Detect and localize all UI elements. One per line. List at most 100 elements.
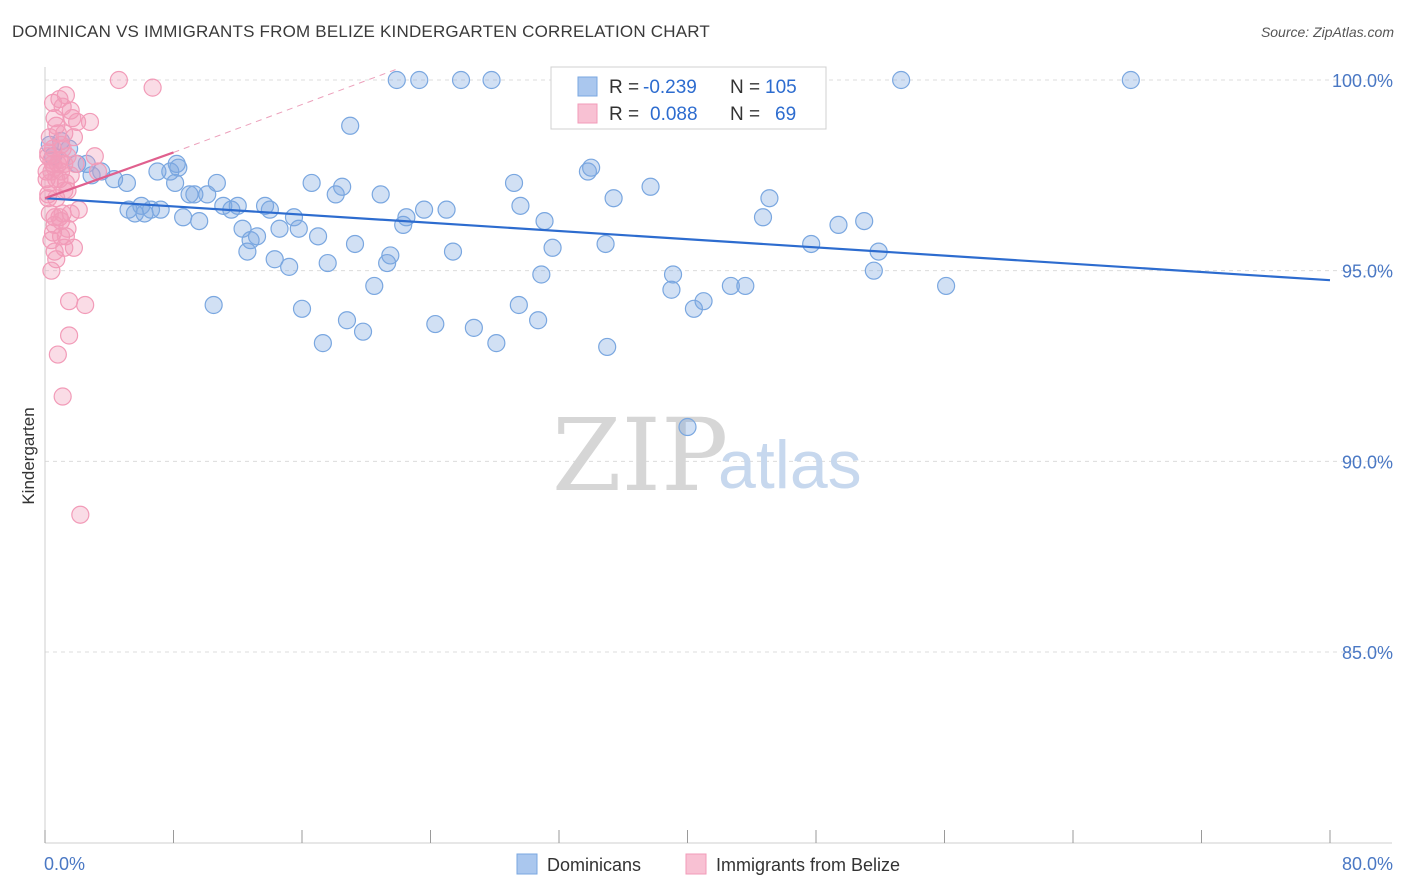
dominicans-point (270, 219, 289, 238)
dominicans-point (289, 219, 308, 238)
belize-points (37, 70, 162, 524)
belize-point (42, 150, 61, 170)
dominicans-point (487, 334, 506, 353)
belize-point (45, 215, 64, 235)
legend-r-label-1: R = (609, 77, 639, 98)
dominicans-point (381, 246, 400, 265)
dominicans-point (511, 196, 530, 215)
dominicans-point (855, 211, 874, 231)
source-credit: Source: ZipAtlas.com (1260, 24, 1394, 40)
series-legend: Dominicans Immigrants from Belize (516, 853, 900, 875)
dominicans-point (829, 215, 848, 235)
dominicans-point (684, 299, 704, 318)
dominicans-point (760, 189, 779, 208)
belize-point (68, 112, 87, 132)
dominicans-point (365, 276, 384, 296)
legend-n-value-2: 69 (775, 104, 796, 125)
dominicans-point (596, 234, 615, 254)
belize-point (71, 505, 90, 524)
y-tick-labels: 100.0% 95.0% 90.0% 85.0% (1332, 71, 1393, 663)
belize-point (48, 345, 67, 364)
dominicans-trend-line (44, 197, 1331, 282)
y-tick-label: 85.0% (1342, 643, 1393, 663)
dominicans-point (174, 208, 193, 227)
dominicans-point (260, 200, 279, 219)
dominicans-point (662, 280, 681, 299)
x-tick-labels: 0.0% 80.0% (44, 854, 1393, 874)
dominicans-point (238, 242, 257, 261)
dominicans-point (509, 295, 528, 315)
legend-n-label-1: N = (730, 77, 760, 98)
dominicans-point (721, 276, 740, 296)
dominicans-point (318, 253, 337, 273)
dominicans-point (604, 189, 623, 208)
dominicans-point (371, 185, 390, 204)
dominicans-point (736, 276, 755, 296)
belize-point (69, 200, 88, 219)
belize-point (59, 326, 79, 345)
dominicans-point (292, 299, 312, 318)
belize-point (109, 70, 128, 90)
belize-point (64, 128, 84, 147)
dominicans-point (353, 322, 373, 341)
dominicans-point (937, 276, 956, 296)
y-tick-label: 100.0% (1332, 71, 1393, 91)
trend-lines (44, 68, 1331, 282)
dominicans-point (387, 70, 406, 90)
dominicans-point (117, 173, 137, 193)
belize-point (76, 295, 95, 315)
belize-point (45, 242, 64, 261)
dominicans-point (802, 234, 821, 254)
dominicans-point (308, 227, 328, 246)
legend-r-value-2: 0.088 (650, 104, 698, 125)
y-axis-label: Kindergarten (19, 407, 38, 504)
dominicans-point (426, 314, 445, 334)
belize-point (64, 238, 84, 257)
dominicans-point (582, 158, 601, 177)
dominicans-point (190, 211, 209, 231)
dominicans-point (166, 173, 185, 193)
belize-point (55, 238, 74, 257)
dominicans-point (180, 185, 199, 204)
dominicans-point (678, 417, 697, 437)
y-tick-label: 90.0% (1342, 452, 1393, 472)
dominicans-point (337, 311, 357, 330)
dominicans-point (753, 208, 773, 227)
belize-point (53, 387, 72, 406)
belize-point (59, 292, 79, 311)
dominicans-point (148, 162, 167, 181)
dominicans-point (280, 257, 299, 276)
dominicans-point (464, 318, 483, 337)
y-tick-label: 95.0% (1342, 262, 1393, 282)
blue-swatch (577, 76, 598, 97)
gridlines (45, 79, 1392, 653)
watermark-atlas: atlas (718, 427, 862, 503)
axes (44, 67, 1392, 844)
dominicans-point (535, 211, 554, 231)
dominicans-point (437, 200, 456, 219)
dominicans-point (169, 158, 188, 177)
dominicans-point (1121, 70, 1140, 90)
dominicans-point (529, 311, 548, 330)
dominicans-point (443, 242, 463, 261)
dominicans-point (204, 295, 223, 315)
dominicans-point (864, 261, 883, 280)
belize-trend-extension (173, 68, 399, 153)
legend-dominicans-swatch (516, 853, 538, 875)
dominicans-point (326, 185, 345, 204)
dominicans-point (302, 173, 321, 193)
legend-r-label-2: R = (609, 104, 639, 125)
legend-belize-swatch (685, 853, 707, 875)
dominicans-point (892, 70, 911, 90)
belize-point (51, 227, 71, 246)
dominicans-point (341, 116, 360, 135)
dominicans-point (313, 334, 332, 353)
dominicans-point (151, 200, 170, 219)
dominicans-point (414, 200, 434, 219)
x-tick-label-right: 80.0% (1342, 854, 1393, 874)
belize-point (143, 78, 162, 97)
dominicans-point (543, 238, 562, 257)
belize-point (85, 147, 104, 166)
dominicans-point (345, 234, 365, 254)
